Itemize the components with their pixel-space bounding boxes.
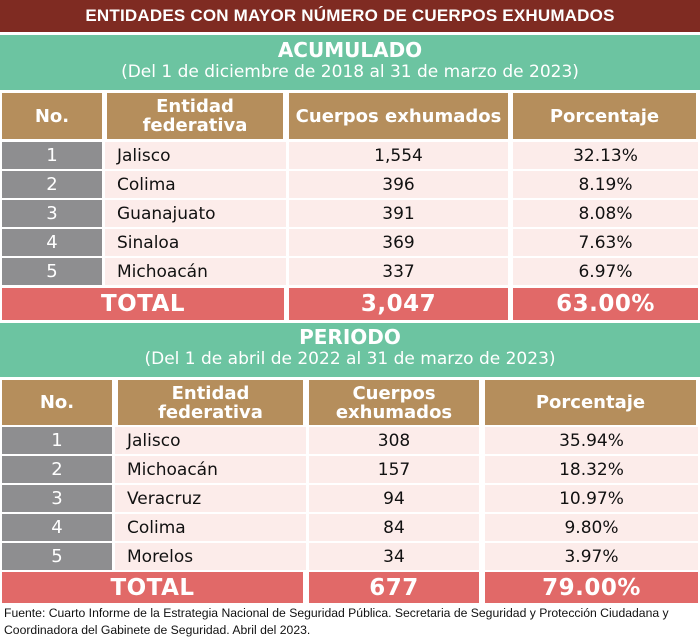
acumulado-col-no: No. (2, 93, 102, 139)
periodo-subheading: (Del 1 de abril de 2022 al 31 de marzo d… (144, 349, 556, 369)
row-number: 5 (2, 258, 102, 285)
row-number: 4 (2, 229, 102, 256)
periodo-heading: PERIODO (299, 325, 401, 349)
acumulado-col-entidad: Entidad federativa (107, 93, 283, 139)
row-number: 3 (2, 200, 102, 227)
row-porcentaje: 18.32% (485, 456, 698, 483)
periodo-total-label: TOTAL (2, 572, 303, 603)
row-porcentaje: 10.97% (485, 485, 698, 512)
row-cuerpos: 396 (289, 171, 508, 198)
acumulado-total-porcentaje: 63.00% (513, 288, 698, 320)
row-number: 2 (2, 171, 102, 198)
row-number: 3 (2, 485, 112, 512)
row-cuerpos: 308 (309, 427, 479, 454)
row-cuerpos: 1,554 (289, 142, 508, 169)
row-cuerpos: 84 (309, 514, 479, 541)
row-cuerpos: 369 (289, 229, 508, 256)
row-entidad: Colima (105, 171, 286, 198)
row-cuerpos: 157 (309, 456, 479, 483)
periodo-col-no: No. (2, 380, 112, 425)
row-entidad: Michoacán (105, 258, 286, 285)
acumulado-total-cuerpos: 3,047 (289, 288, 508, 320)
row-cuerpos: 94 (309, 485, 479, 512)
row-porcentaje: 8.08% (513, 200, 698, 227)
source-note: Fuente: Cuarto Informe de la Estrategia … (4, 606, 669, 637)
row-entidad: Morelos (115, 543, 306, 570)
row-porcentaje: 32.13% (513, 142, 698, 169)
acumulado-header: ACUMULADO (Del 1 de diciembre de 2018 al… (0, 35, 700, 90)
row-entidad: Guanajuato (105, 200, 286, 227)
row-cuerpos: 391 (289, 200, 508, 227)
acumulado-col-cuerpos: Cuerpos exhumados (289, 93, 508, 139)
row-entidad: Sinaloa (105, 229, 286, 256)
row-cuerpos: 34 (309, 543, 479, 570)
row-number: 1 (2, 427, 112, 454)
periodo-total-porcentaje: 79.00% (485, 572, 698, 603)
acumulado-subheading: (Del 1 de diciembre de 2018 al 31 de mar… (121, 62, 579, 82)
row-porcentaje: 35.94% (485, 427, 698, 454)
periodo-col-cuerpos: Cuerpos exhumados (309, 380, 479, 425)
row-entidad: Veracruz (115, 485, 306, 512)
row-porcentaje: 6.97% (513, 258, 698, 285)
row-porcentaje: 9.80% (485, 514, 698, 541)
periodo-total-cuerpos: 677 (309, 572, 479, 603)
acumulado-total-label: TOTAL (2, 288, 284, 320)
row-entidad: Michoacán (115, 456, 306, 483)
row-number: 2 (2, 456, 112, 483)
page-title: ENTIDADES CON MAYOR NÚMERO DE CUERPOS EX… (0, 0, 700, 32)
acumulado-heading: ACUMULADO (277, 38, 423, 62)
acumulado-col-porcentaje: Porcentaje (513, 93, 696, 139)
row-porcentaje: 8.19% (513, 171, 698, 198)
row-number: 1 (2, 142, 102, 169)
row-entidad: Colima (115, 514, 306, 541)
row-porcentaje: 7.63% (513, 229, 698, 256)
periodo-col-porcentaje: Porcentaje (485, 380, 696, 425)
row-number: 4 (2, 514, 112, 541)
periodo-col-entidad: Entidad federativa (118, 380, 303, 425)
row-cuerpos: 337 (289, 258, 508, 285)
row-entidad: Jalisco (105, 142, 286, 169)
periodo-header: PERIODO (Del 1 de abril de 2022 al 31 de… (0, 323, 700, 377)
row-porcentaje: 3.97% (485, 543, 698, 570)
row-number: 5 (2, 543, 112, 570)
row-entidad: Jalisco (115, 427, 306, 454)
